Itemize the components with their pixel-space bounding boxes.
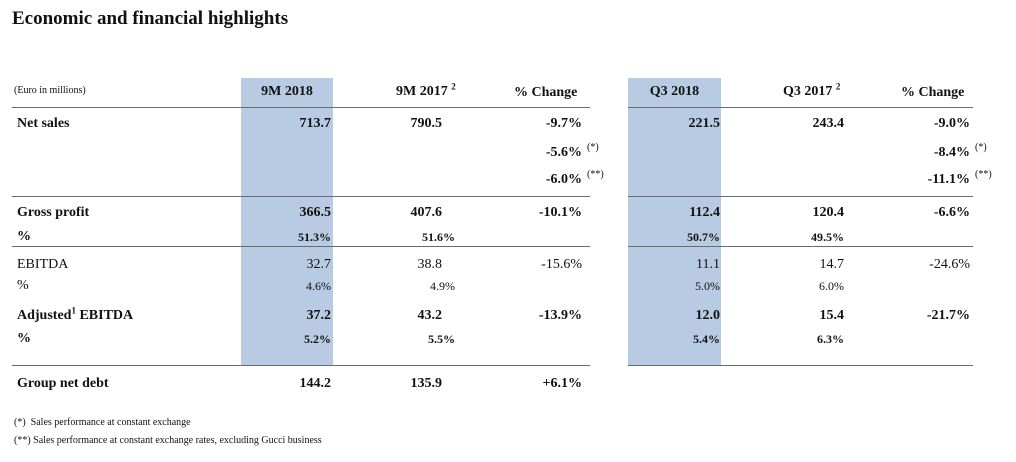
gross-profit-q3-2017: 120.4: [812, 205, 845, 220]
highlight-9m-2018: [241, 78, 333, 365]
adj-ebitda-pct-q3-2017: 6.3%: [817, 332, 844, 346]
net-sales-q3-2017: 243.4: [812, 116, 845, 131]
adj-ebitda-q3-2018: 12.0: [695, 308, 721, 323]
gross-profit-9m-2017: 407.6: [410, 205, 443, 220]
col-header-9m-change: % Change: [514, 85, 578, 100]
net-debt-9m-change: +6.1%: [542, 376, 582, 391]
net-sales-const-9m-change: -5.6%: [545, 145, 582, 160]
net-sales-const-q3-change: -8.4%: [933, 145, 970, 160]
rule-header-left: [12, 107, 590, 108]
col-header-9m-2017: 9M 2017 2: [396, 81, 456, 99]
net-sales-q3-change: -9.0%: [933, 116, 970, 131]
ebitda-q3-2017: 14.7: [819, 257, 845, 272]
net-sales-9m-change: -9.7%: [545, 116, 582, 131]
net-debt-9m-2018: 144.2: [299, 376, 332, 391]
row-label-ebitda-pct: %: [17, 278, 29, 293]
row-label-adjusted-ebitda: Adjusted1 EBITDA: [17, 305, 134, 323]
rule-after-gross-profit-right: [628, 246, 973, 247]
net-sales-q3-2018: 221.5: [688, 116, 721, 131]
row-label-adj-ebitda-pct: %: [17, 331, 31, 346]
adj-ebitda-pct-9m-2017: 5.5%: [428, 332, 455, 346]
rule-before-net-debt-left: [12, 365, 590, 366]
gross-profit-pct-9m-2017: 51.6%: [422, 230, 455, 244]
row-label-net-sales: Net sales: [17, 116, 70, 131]
adj-ebitda-pct-q3-2018: 5.4%: [693, 332, 720, 346]
gross-profit-9m-change: -10.1%: [538, 205, 582, 220]
rule-after-gross-profit-left: [12, 246, 590, 247]
ebitda-pct-q3-2017: 6.0%: [819, 279, 844, 293]
ebitda-9m-2018: 32.7: [306, 257, 332, 272]
ebitda-q3-2018: 11.1: [696, 257, 720, 272]
net-sales-const-9m-note: (*): [587, 142, 599, 153]
adj-ebitda-q3-change: -21.7%: [926, 308, 970, 323]
ebitda-pct-9m-2017: 4.9%: [430, 279, 455, 293]
ebitda-pct-q3-2018: 5.0%: [695, 279, 720, 293]
highlight-q3-2018: [628, 78, 721, 365]
footnote-2: (**) Sales performance at constant excha…: [14, 435, 322, 446]
ebitda-9m-2017: 38.8: [417, 257, 443, 272]
gross-profit-q3-change: -6.6%: [933, 205, 970, 220]
rule-after-net-sales-right: [628, 196, 973, 197]
rule-after-net-sales-left: [12, 196, 590, 197]
col-header-q3-change: % Change: [901, 85, 965, 100]
ebitda-q3-change: -24.6%: [929, 257, 970, 272]
ebitda-9m-change: -15.6%: [541, 257, 582, 272]
gross-profit-9m-2018: 366.5: [299, 205, 332, 220]
gross-profit-pct-q3-2018: 50.7%: [687, 230, 720, 244]
adj-ebitda-9m-change: -13.9%: [538, 308, 582, 323]
gross-profit-q3-2018: 112.4: [689, 205, 720, 220]
col-header-q3-2018: Q3 2018: [649, 84, 700, 99]
net-sales-exgucci-q3-note: (**): [975, 169, 992, 180]
footnote-1: (*) Sales performance at constant exchan…: [14, 417, 191, 428]
adj-ebitda-9m-2017: 43.2: [417, 308, 443, 323]
net-sales-9m-2018: 713.7: [299, 116, 332, 131]
row-label-gross-profit-pct: %: [17, 229, 31, 244]
gross-profit-pct-9m-2018: 51.3%: [298, 230, 331, 244]
row-label-gross-profit: Gross profit: [17, 205, 90, 220]
rule-header-right: [628, 107, 973, 108]
rule-before-net-debt-right: [628, 365, 973, 366]
col-header-q3-2017: Q3 2017 2: [783, 81, 841, 99]
adj-ebitda-pct-9m-2018: 5.2%: [304, 332, 331, 346]
row-label-ebitda: EBITDA: [17, 257, 69, 272]
net-sales-9m-2017: 790.5: [410, 116, 443, 131]
row-label-group-net-debt: Group net debt: [17, 376, 109, 391]
gross-profit-pct-q3-2017: 49.5%: [811, 230, 844, 244]
net-sales-const-q3-note: (*): [975, 142, 987, 153]
net-sales-exgucci-9m-note: (**): [587, 169, 604, 180]
ebitda-pct-9m-2018: 4.6%: [306, 279, 331, 293]
adj-ebitda-q3-2017: 15.4: [819, 308, 845, 323]
col-header-9m-2018: 9M 2018: [261, 84, 313, 99]
net-debt-9m-2017: 135.9: [410, 376, 443, 391]
unit-label: (Euro in millions): [14, 85, 86, 96]
net-sales-exgucci-9m-change: -6.0%: [545, 172, 582, 187]
net-sales-exgucci-q3-change: -11.1%: [927, 172, 970, 187]
page-title: Economic and financial highlights: [12, 8, 289, 29]
adj-ebitda-9m-2018: 37.2: [306, 308, 332, 323]
